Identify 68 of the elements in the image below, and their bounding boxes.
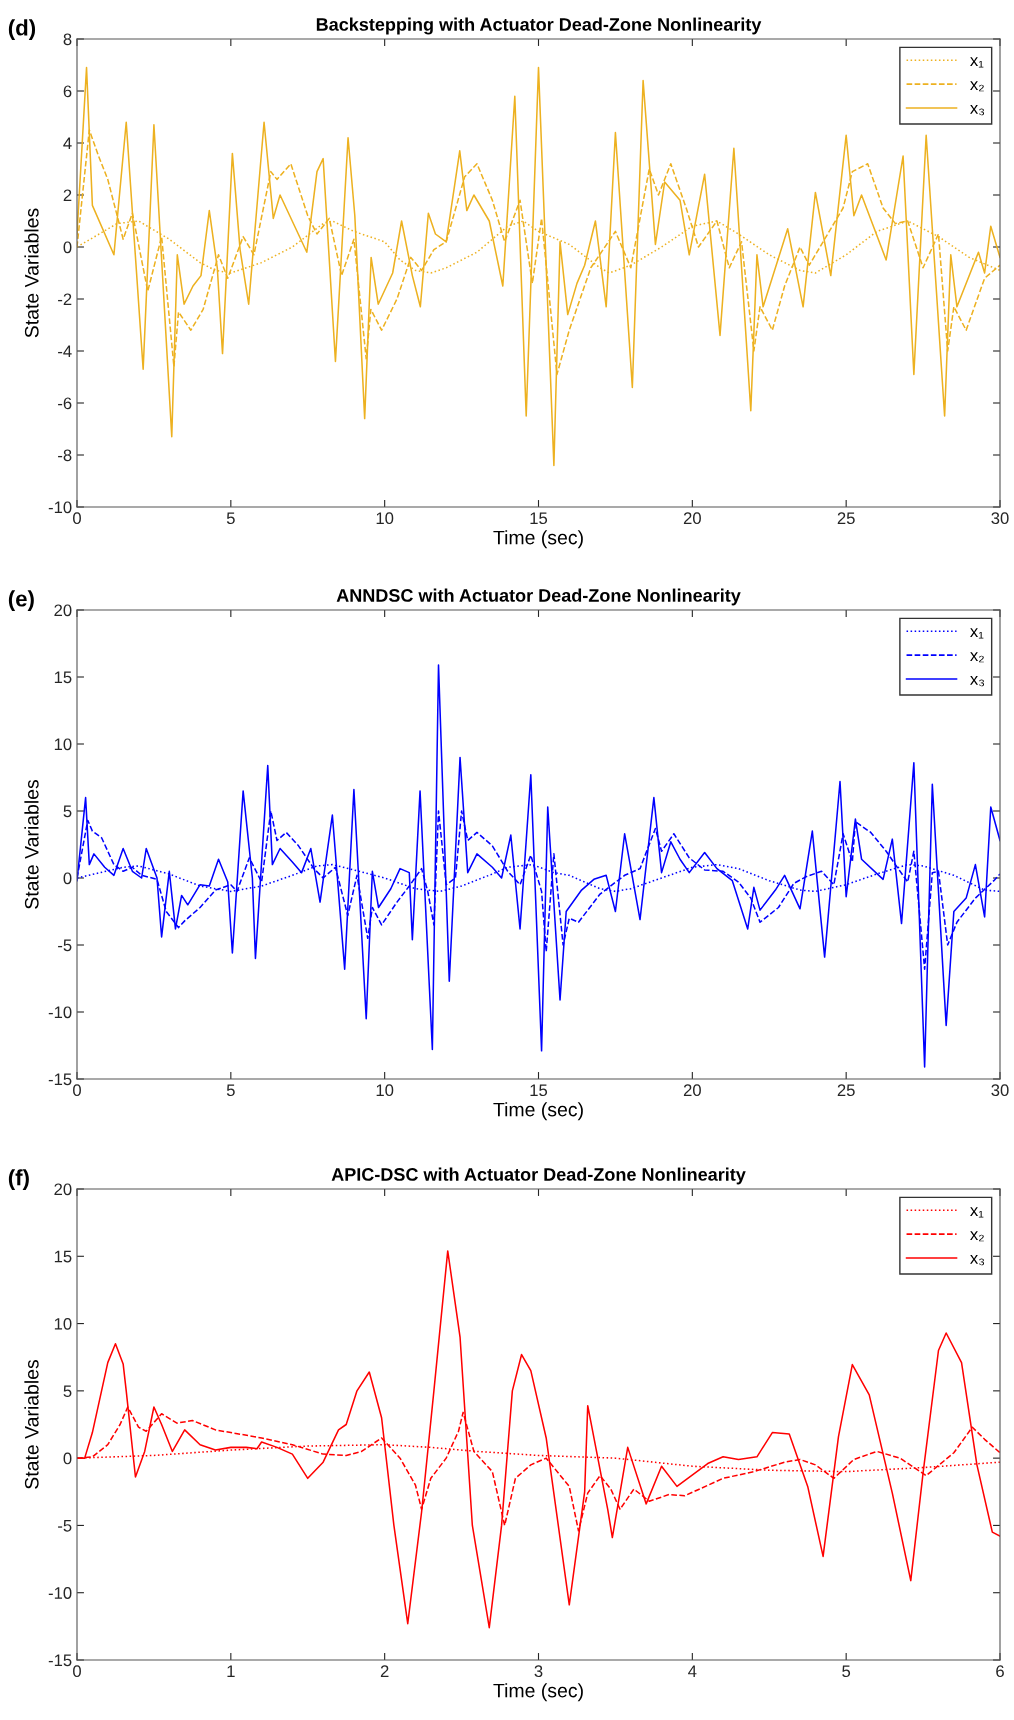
x-tick-label: 1 [227,1665,235,1677]
y-tick-label: 0 [63,241,72,254]
y-tick-label: 2 [63,189,72,202]
y-tick-label: -6 [58,397,72,410]
y-tick-label: -10 [48,1587,72,1599]
x-tick-label: 10 [376,512,394,525]
x-tick-label: 25 [837,1084,855,1097]
y-tick-label: 15 [54,671,72,684]
y-tick-label: -15 [48,1654,72,1667]
legend-label: x₃ [970,1255,985,1266]
legend-label: x₁ [970,57,984,68]
x-tick-label: 30 [991,1084,1009,1097]
y-tick-label: -10 [48,1006,72,1019]
y-tick-label: 20 [54,604,72,617]
y-tick-label: 0 [63,872,72,885]
legend-label: x₂ [970,652,984,663]
x-tick-label: 5 [226,512,235,525]
legend-label: x₁ [970,1207,984,1218]
legend-label: x₁ [970,628,984,639]
chart-title: Backstepping with Actuator Dead-Zone Nonlinearity [316,17,762,35]
x-axis-title: Time (sec) [493,1102,583,1121]
x-tick-label: 15 [530,512,548,525]
x-tick-label: 5 [842,1665,851,1678]
y-tick-label: 6 [63,85,72,98]
y-tick-label: -10 [48,501,72,514]
y-tick-label: 15 [54,1250,72,1263]
text: (d) [8,19,36,40]
y-tick-label: 5 [63,805,72,818]
x-tick-label: 2 [380,1665,389,1677]
x-tick-label: 20 [683,512,701,525]
y-tick-label: 20 [54,1183,72,1196]
y-tick-label: -8 [58,449,72,462]
chart-title: ANNDSC with Actuator Dead-Zone Nonlinearity [336,588,741,606]
x-tick-label: 4 [688,1665,697,1677]
y-tick-label: -4 [58,345,72,358]
y-tick-label: -5 [58,939,72,952]
text: (f) [8,1169,29,1190]
x-tick-label: 10 [376,1084,394,1097]
legend-label: x₃ [970,676,985,687]
y-axis-title: State Variables [24,208,39,338]
x-tick-label: 0 [73,512,81,525]
x-tick-label: 0 [73,1665,81,1678]
y-axis-title: State Variables [24,779,39,909]
x-tick-label: 15 [530,1084,548,1097]
legend-label: x₂ [970,81,984,92]
y-axis-title: State Variables [24,1359,39,1489]
x-tick-label: 5 [226,1084,235,1097]
y-tick-label: -5 [58,1520,72,1532]
y-tick-label: -2 [58,293,72,306]
x-axis-title: Time (sec) [493,1683,583,1702]
x-tick-label: 0 [73,1084,81,1097]
y-tick-label: 10 [54,1317,72,1330]
text: (e) [8,590,34,611]
x-tick-label: 25 [837,512,855,525]
y-tick-label: 5 [63,1385,72,1398]
x-axis-title: Time (sec) [493,530,583,549]
legend-label: x₃ [970,105,985,116]
y-tick-label: 8 [63,33,72,46]
x-tick-label: 3 [534,1665,543,1678]
y-tick-label: -15 [48,1073,72,1086]
x-tick-label: 20 [683,1084,701,1097]
y-tick-label: 10 [54,738,72,751]
chart-title: APIC-DSC with Actuator Dead-Zone Nonlinearity [331,1167,746,1185]
y-tick-label: 4 [63,137,72,150]
x-tick-label: 6 [996,1665,1004,1678]
x-tick-label: 30 [991,512,1009,525]
y-tick-label: 0 [63,1452,72,1465]
legend-label: x₂ [970,1231,984,1242]
